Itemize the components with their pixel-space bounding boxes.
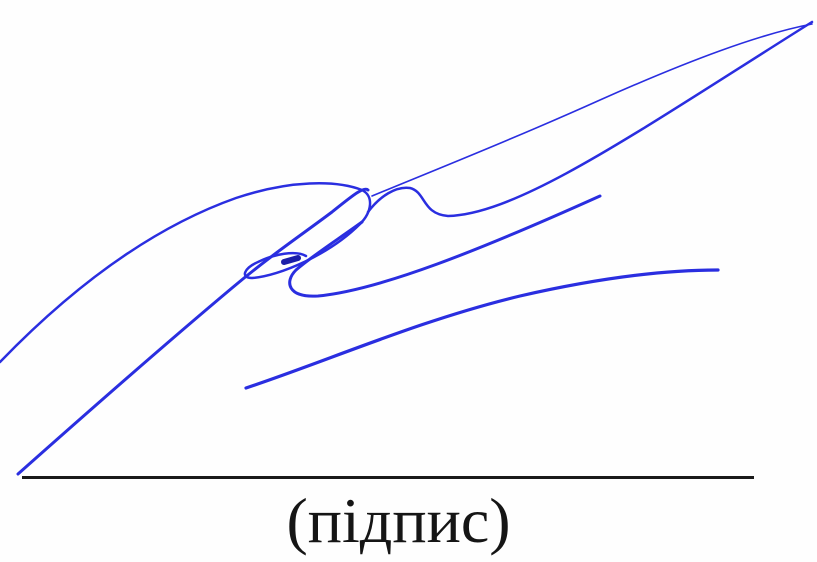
signature-stroke-loop [288,194,602,298]
signature-stroke-arc [0,182,372,364]
signature-stroke-rise [366,20,814,218]
signature-stroke-underline [244,268,720,390]
signature-caption: (підпис) [0,486,817,556]
signature-line [22,476,754,479]
handwritten-signature [0,20,814,476]
caption-text: (підпис) [286,485,511,556]
signature-ink-blot [281,255,301,265]
signature-stroke-return [371,23,813,197]
signature-stroke-main [16,187,370,476]
